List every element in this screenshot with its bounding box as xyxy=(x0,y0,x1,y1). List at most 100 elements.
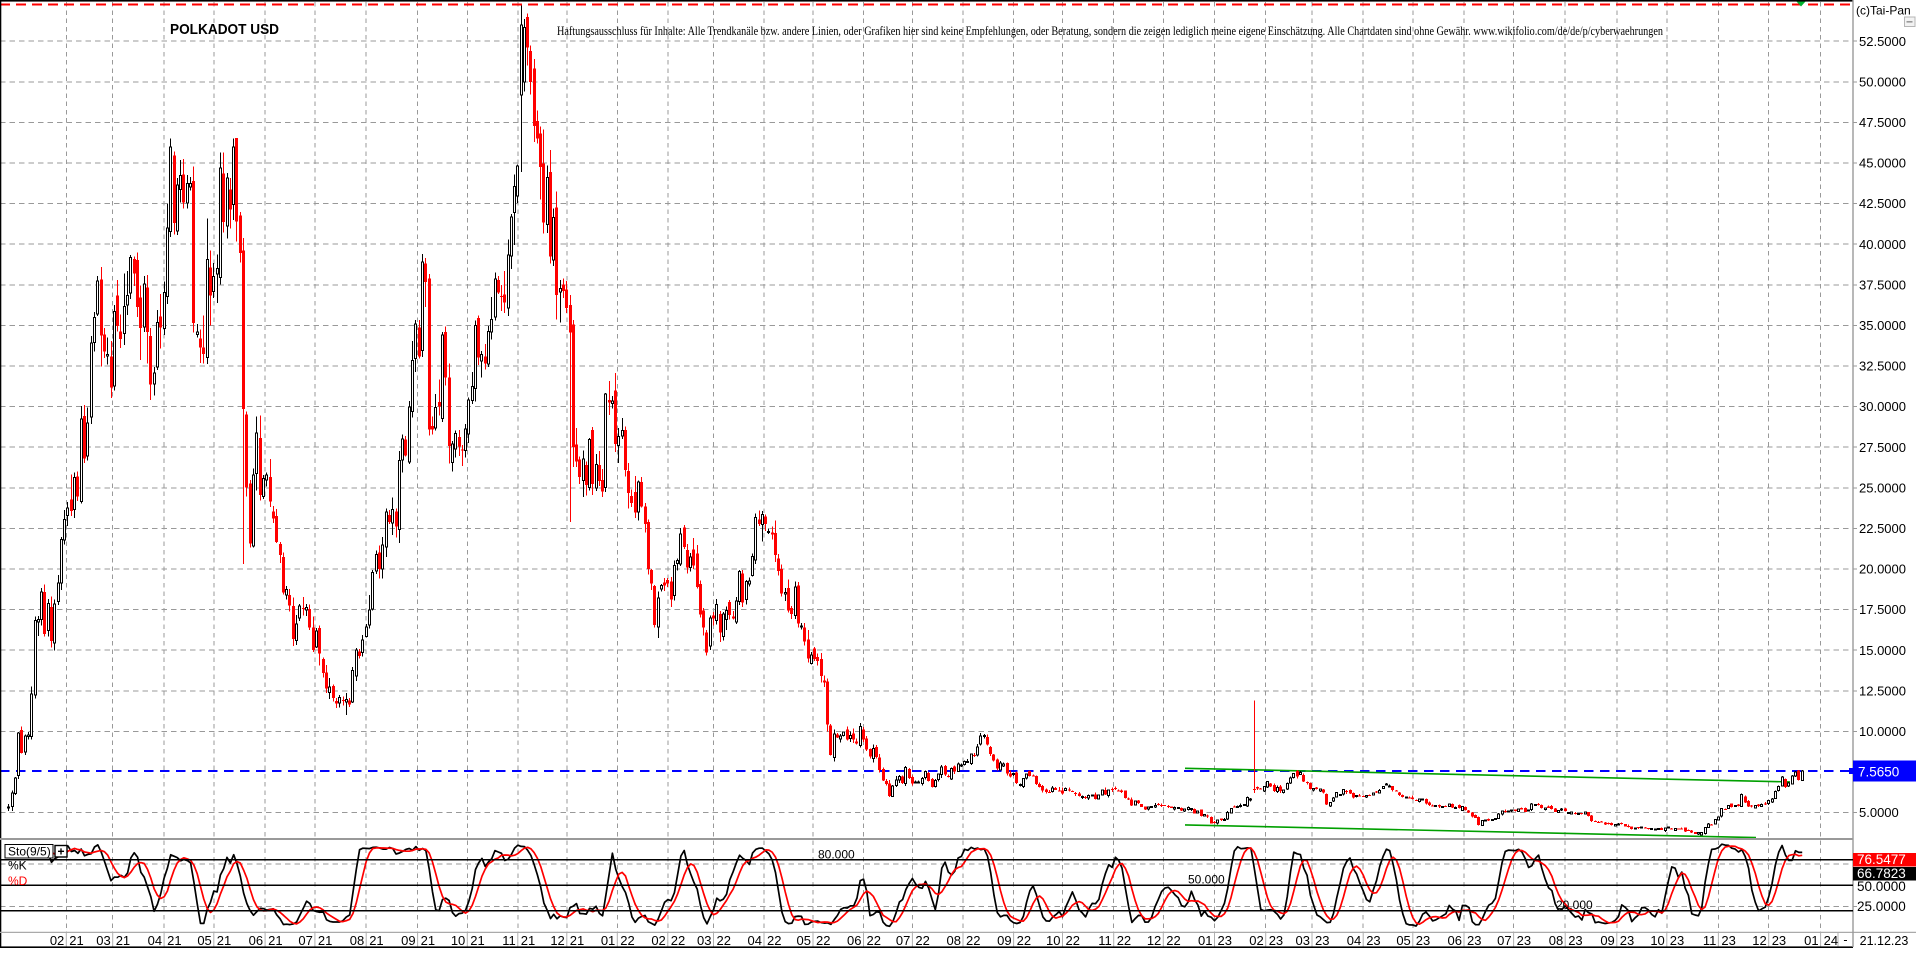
svg-text:21: 21 xyxy=(116,933,130,948)
svg-text:52.5000: 52.5000 xyxy=(1859,34,1906,49)
svg-text:21: 21 xyxy=(521,933,535,948)
svg-text:76.5477: 76.5477 xyxy=(1857,852,1906,867)
svg-text:11: 11 xyxy=(1098,933,1112,948)
svg-text:12: 12 xyxy=(550,933,564,948)
svg-text:03: 03 xyxy=(96,933,110,948)
svg-text:50.0000: 50.0000 xyxy=(1859,74,1906,89)
svg-text:21: 21 xyxy=(167,933,181,948)
svg-text:02: 02 xyxy=(50,933,64,948)
svg-text:(c)Tai-Pan: (c)Tai-Pan xyxy=(1856,4,1911,18)
svg-text:21: 21 xyxy=(217,933,231,948)
svg-text:08: 08 xyxy=(350,933,364,948)
svg-text:Haftungsausschluss für Inhalte: Haftungsausschluss für Inhalte: Alle Tre… xyxy=(557,23,1663,38)
svg-text:11: 11 xyxy=(1703,933,1717,948)
svg-text:%K: %K xyxy=(8,859,27,873)
svg-text:22: 22 xyxy=(1166,933,1180,948)
svg-text:11: 11 xyxy=(502,933,516,948)
svg-text:47.5000: 47.5000 xyxy=(1859,115,1906,130)
svg-text:22: 22 xyxy=(966,933,980,948)
svg-text:21: 21 xyxy=(268,933,282,948)
svg-text:03: 03 xyxy=(1296,933,1310,948)
svg-text:21: 21 xyxy=(318,933,332,948)
svg-text:21: 21 xyxy=(369,933,383,948)
svg-text:04: 04 xyxy=(748,933,762,948)
svg-text:5.0000: 5.0000 xyxy=(1859,805,1899,820)
svg-text:22: 22 xyxy=(915,933,929,948)
svg-text:01: 01 xyxy=(1198,933,1212,948)
svg-text:25.0000: 25.0000 xyxy=(1859,480,1906,495)
svg-text:20.000: 20.000 xyxy=(1556,898,1593,912)
svg-text:22: 22 xyxy=(671,933,685,948)
svg-text:23: 23 xyxy=(1517,933,1531,948)
svg-text:7.5650: 7.5650 xyxy=(1858,765,1899,780)
svg-text:03: 03 xyxy=(697,933,711,948)
svg-text:23: 23 xyxy=(1721,933,1735,948)
svg-text:24: 24 xyxy=(1824,933,1838,948)
svg-text:45.0000: 45.0000 xyxy=(1859,156,1906,171)
svg-text:21.12.23: 21.12.23 xyxy=(1860,934,1909,948)
svg-text:21: 21 xyxy=(470,933,484,948)
svg-text:22: 22 xyxy=(1066,933,1080,948)
svg-text:15.0000: 15.0000 xyxy=(1859,643,1906,658)
svg-text:-: - xyxy=(1843,933,1847,947)
svg-text:12: 12 xyxy=(1752,933,1766,948)
svg-text:25.0000: 25.0000 xyxy=(1857,899,1906,914)
svg-text:02: 02 xyxy=(1249,933,1263,948)
svg-text:05: 05 xyxy=(797,933,811,948)
svg-text:23: 23 xyxy=(1620,933,1634,948)
svg-text:22: 22 xyxy=(816,933,830,948)
svg-text:09: 09 xyxy=(1600,933,1614,948)
svg-text:30.0000: 30.0000 xyxy=(1859,399,1906,414)
svg-text:12.5000: 12.5000 xyxy=(1859,683,1906,698)
svg-text:Sto(9/5): Sto(9/5) xyxy=(8,845,51,859)
svg-text:66.7823: 66.7823 xyxy=(1857,866,1906,881)
svg-text:06: 06 xyxy=(249,933,263,948)
svg-text:07: 07 xyxy=(298,933,312,948)
svg-text:07: 07 xyxy=(896,933,910,948)
svg-text:21: 21 xyxy=(69,933,83,948)
svg-text:27.5000: 27.5000 xyxy=(1859,440,1906,455)
svg-text:12: 12 xyxy=(1147,933,1161,948)
svg-text:23: 23 xyxy=(1670,933,1684,948)
svg-text:04: 04 xyxy=(148,933,162,948)
svg-text:22: 22 xyxy=(717,933,731,948)
svg-text:35.0000: 35.0000 xyxy=(1859,318,1906,333)
svg-text:50.000: 50.000 xyxy=(1188,873,1225,887)
svg-text:23: 23 xyxy=(1416,933,1430,948)
svg-text:37.5000: 37.5000 xyxy=(1859,277,1906,292)
svg-text:23: 23 xyxy=(1269,933,1283,948)
svg-text:22: 22 xyxy=(620,933,634,948)
svg-text:07: 07 xyxy=(1497,933,1511,948)
svg-text:21: 21 xyxy=(570,933,584,948)
svg-text:10: 10 xyxy=(1046,933,1060,948)
svg-text:+: + xyxy=(58,845,65,859)
svg-text:23: 23 xyxy=(1315,933,1329,948)
svg-text:01: 01 xyxy=(601,933,615,948)
svg-text:50.0000: 50.0000 xyxy=(1857,879,1906,894)
svg-text:09: 09 xyxy=(997,933,1011,948)
svg-text:%D: %D xyxy=(8,874,28,888)
svg-text:22: 22 xyxy=(767,933,781,948)
svg-text:23: 23 xyxy=(1467,933,1481,948)
svg-text:05: 05 xyxy=(197,933,211,948)
svg-text:05: 05 xyxy=(1396,933,1410,948)
svg-text:17.5000: 17.5000 xyxy=(1859,602,1906,617)
svg-text:09: 09 xyxy=(401,933,415,948)
svg-text:40.0000: 40.0000 xyxy=(1859,237,1906,252)
svg-text:POLKADOT USD: POLKADOT USD xyxy=(170,21,279,38)
svg-text:21: 21 xyxy=(421,933,435,948)
svg-text:23: 23 xyxy=(1772,933,1786,948)
svg-text:32.5000: 32.5000 xyxy=(1859,359,1906,374)
svg-text:42.5000: 42.5000 xyxy=(1859,196,1906,211)
svg-text:23: 23 xyxy=(1568,933,1582,948)
svg-text:04: 04 xyxy=(1347,933,1361,948)
svg-text:22: 22 xyxy=(1117,933,1131,948)
svg-text:02: 02 xyxy=(651,933,665,948)
svg-text:22: 22 xyxy=(867,933,881,948)
svg-text:10: 10 xyxy=(1650,933,1664,948)
svg-text:10: 10 xyxy=(451,933,465,948)
svg-text:10.0000: 10.0000 xyxy=(1859,724,1906,739)
svg-text:08: 08 xyxy=(1549,933,1563,948)
svg-text:08: 08 xyxy=(947,933,961,948)
svg-text:01: 01 xyxy=(1804,933,1818,948)
